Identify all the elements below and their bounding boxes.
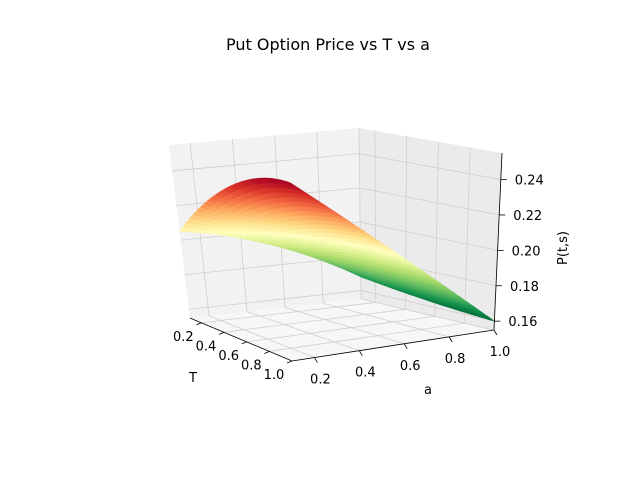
t-axis-tick xyxy=(286,360,293,364)
t-axis-line xyxy=(189,317,293,362)
grid-line-x-floor xyxy=(269,322,465,352)
y-axis-label: a xyxy=(424,383,432,398)
t-axis-tick xyxy=(196,322,202,326)
grid-line-a-floor xyxy=(246,311,360,352)
p-tick-label: 0.22 xyxy=(513,209,542,224)
p-tick-label: 0.24 xyxy=(515,174,544,189)
grid-line-x-floor xyxy=(201,302,376,324)
a-tick-label: 0.4 xyxy=(355,366,376,381)
x-axis-label: T xyxy=(188,371,197,386)
grid-line-a-floor xyxy=(360,298,495,331)
grid-line-p-left xyxy=(188,290,361,310)
grid-line-p-back xyxy=(360,290,495,322)
grid-line-p-back xyxy=(359,187,500,216)
grid-line-p-left xyxy=(172,153,360,172)
a-tick-label: 0.6 xyxy=(400,359,421,374)
a-axis-tick xyxy=(314,357,318,363)
p-tick-label: 0.16 xyxy=(508,315,537,330)
axis-lines xyxy=(189,152,507,364)
a-axis-tick xyxy=(448,336,453,343)
a-axis-line xyxy=(291,329,495,362)
a-tick-label: 0.2 xyxy=(310,373,331,388)
t-tick-label: 0.2 xyxy=(173,330,194,345)
z-axis-label: P(t,s) xyxy=(556,231,571,265)
floor-pane xyxy=(190,299,494,361)
a-axis-tick xyxy=(493,329,498,336)
t-axis-tick xyxy=(241,341,247,345)
surface-plot xyxy=(178,177,495,322)
a-axis-tick xyxy=(403,343,408,349)
t-tick-label: 1.0 xyxy=(264,368,285,383)
grid-line-x-floor xyxy=(223,308,406,333)
grid-line-x-floor xyxy=(246,315,435,343)
t-axis-tick xyxy=(218,331,225,335)
a-tick-label: 0.8 xyxy=(445,352,466,367)
p-tick-label: 0.20 xyxy=(512,244,541,259)
chart-title: Put Option Price vs T vs a xyxy=(226,35,430,54)
t-axis-tick xyxy=(264,351,270,354)
grid-line-a-floor xyxy=(284,307,405,345)
grid-line-p-back xyxy=(360,221,498,251)
a-tick-label: 1.0 xyxy=(490,345,511,360)
grid-line-a-floor xyxy=(208,315,315,358)
p-tick-label: 0.18 xyxy=(510,280,539,295)
t-tick-label: 0.8 xyxy=(241,358,262,373)
tick-labels: 0.20.40.60.81.0 0.2 0.4 0.6 0.8 1.00.160.180.… xyxy=(173,174,544,388)
grid-line-p-back xyxy=(359,153,501,180)
a-axis-tick xyxy=(358,350,363,356)
surface-patch xyxy=(285,181,298,188)
p-axis-line xyxy=(493,152,503,331)
t-tick-label: 0.6 xyxy=(218,349,239,364)
grid-line-x-back xyxy=(464,147,471,324)
grid-line-a-floor xyxy=(322,302,450,338)
t-tick-label: 0.4 xyxy=(196,339,217,354)
